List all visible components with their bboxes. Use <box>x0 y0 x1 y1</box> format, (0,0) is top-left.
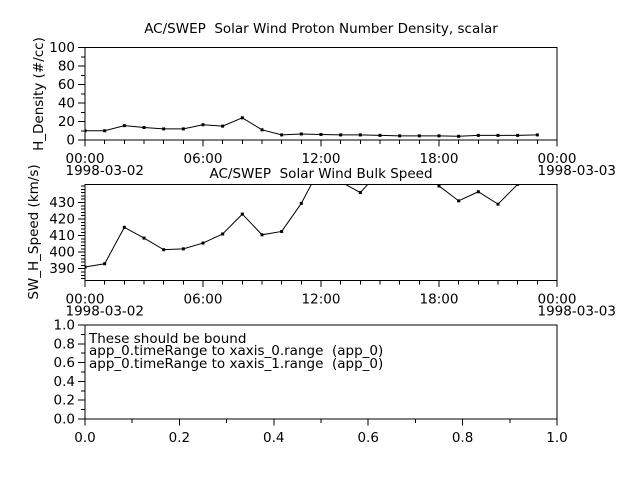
data-point-marker <box>240 212 244 216</box>
data-point-marker <box>437 184 441 188</box>
x-tick-label: 18:00 <box>420 291 459 307</box>
data-point-marker <box>201 123 205 127</box>
x-tick-label: 00:00 <box>66 151 105 167</box>
data-point-marker <box>516 184 520 186</box>
y-tick-label: 0.2 <box>54 393 75 409</box>
y-tick-label: 0.4 <box>54 374 75 390</box>
y-tick-label: 80 <box>58 59 75 75</box>
x-axis-date-start: 1998-03-02 <box>66 303 144 319</box>
x-tick-label: 0.2 <box>169 430 190 446</box>
data-point-marker <box>516 133 520 137</box>
x-tick-label: 12:00 <box>302 151 341 167</box>
data-point-marker <box>417 134 421 138</box>
data-point-marker <box>496 133 500 137</box>
binding-note-line-3: app_0.timeRange to xaxis_1.range (app_0) <box>89 355 384 372</box>
data-point-marker <box>457 199 461 203</box>
x-tick-label: 0.6 <box>357 430 378 446</box>
data-point-marker <box>358 133 362 137</box>
data-point-marker <box>142 236 146 240</box>
y-tick-label: 420 <box>49 212 75 228</box>
data-point-marker <box>319 132 323 136</box>
data-point-marker <box>299 201 303 205</box>
x-tick-label: 06:00 <box>184 291 223 307</box>
data-point-marker <box>181 127 185 131</box>
data-point-marker <box>358 191 362 195</box>
x-tick-label: 0.4 <box>263 430 284 446</box>
x-tick-label: 12:00 <box>302 291 341 307</box>
data-point-marker <box>457 134 461 138</box>
y-tick-label: 0.0 <box>54 412 75 428</box>
data-point-marker <box>437 134 441 138</box>
x-tick-label: 00:00 <box>538 291 577 307</box>
x-tick-label: 0.8 <box>452 430 473 446</box>
data-point-marker <box>162 127 166 131</box>
data-point-marker <box>299 132 303 136</box>
y-tick-label: 410 <box>49 228 75 244</box>
binding-note-line-2: app_0.timeRange to xaxis_0.range (app_0) <box>89 343 384 359</box>
data-point-marker <box>280 229 284 233</box>
data-point-marker <box>378 133 382 137</box>
x-tick-label: 06:00 <box>184 151 223 167</box>
data-point-marker <box>181 247 185 251</box>
data-point-marker <box>240 116 244 120</box>
x-axis-date-end: 1998-03-03 <box>538 303 616 319</box>
data-point-marker <box>280 133 284 137</box>
x-tick-label: 0.0 <box>74 430 95 446</box>
data-point-marker <box>142 126 146 130</box>
data-point-marker <box>535 133 539 137</box>
data-point-marker <box>496 202 500 206</box>
y-tick-label: 100 <box>49 40 75 56</box>
x-axis-date-start: 1998-03-02 <box>66 163 144 179</box>
x-tick-label: 00:00 <box>538 151 577 167</box>
y-tick-label: 0 <box>66 133 75 149</box>
data-point-marker <box>122 124 126 128</box>
binding-note-line-1: These should be bound <box>89 330 247 347</box>
data-point-marker <box>221 232 225 236</box>
panel2-title: AC/SWEP Solar Wind Bulk Speed <box>209 166 433 182</box>
x-tick-label: 1.0 <box>546 430 567 446</box>
x-tick-label: 18:00 <box>420 151 459 167</box>
data-point-marker <box>122 225 126 229</box>
panel-2: 0.0 0.2 0.4 0.6 0.8 1.0 0.0 0.2 0.4 0.6 0.8 1.0 <box>54 318 568 447</box>
data-point-marker <box>476 190 480 194</box>
data-point-marker <box>162 248 166 252</box>
data-point-marker <box>260 233 264 237</box>
data-point-marker <box>260 128 264 132</box>
data-point-marker <box>103 262 107 266</box>
y-tick-label: 0.8 <box>54 336 75 352</box>
y-tick-label: 1.0 <box>54 318 75 334</box>
y-tick-label: 390 <box>49 261 75 277</box>
x-tick-label: 00:00 <box>66 291 105 307</box>
panel1-title: AC/SWEP Solar Wind Proton Number Density… <box>144 21 498 37</box>
data-point-marker <box>221 124 225 128</box>
data-point-marker <box>201 241 205 245</box>
data-point-marker <box>398 134 402 138</box>
y-tick-label: 40 <box>58 96 75 112</box>
y-tick-label: 20 <box>58 114 75 130</box>
y-tick-label: 400 <box>49 245 75 261</box>
y-tick-label: 430 <box>49 195 75 211</box>
y-tick-label: 60 <box>58 77 75 93</box>
panel2-y-axis-label: SW_H_Speed (km/s) <box>26 164 42 300</box>
panel1-y-axis-label: H_Density (#/cc) <box>31 37 47 151</box>
x-axis-date-end: 1998-03-03 <box>538 163 616 179</box>
panel-0-plot-area[interactable] <box>85 47 557 141</box>
data-point-marker <box>339 133 343 137</box>
data-point-marker <box>85 265 87 269</box>
panel-1-plot-area[interactable] <box>85 184 557 281</box>
y-tick-label: 0.6 <box>54 355 75 371</box>
data-point-marker <box>476 133 480 137</box>
data-point-marker <box>103 129 107 133</box>
